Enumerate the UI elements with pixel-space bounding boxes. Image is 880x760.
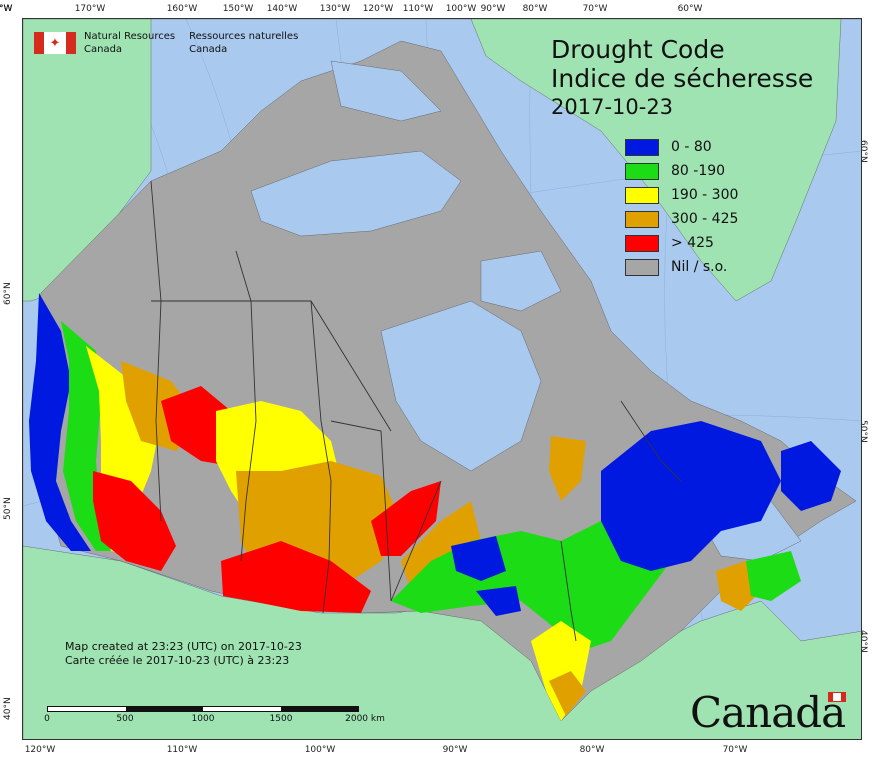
legend-item: > 425 [625,231,738,255]
graticule-label: 90°W [442,745,468,755]
graticule-label: 120°W [24,745,56,755]
graticule-label: 60°W [677,4,703,14]
scale-label: 1500 [269,714,293,724]
legend-item: 190 - 300 [625,183,738,207]
creation-note-french: Carte créée le 2017-10-23 (UTC) à 23:23 [65,654,290,667]
graticule-label: 130°W [319,4,351,14]
graticule-label: 20°W [0,4,13,14]
hudson-bay [380,300,542,472]
graticule-label: 50°N [3,497,13,520]
agency-identifier: ✦ Natural Resources Canada Ressources na… [34,30,312,56]
graticule-label: 30°W [0,4,13,14]
legend-item: 80 -190 [625,159,738,183]
creation-note-english: Map created at 23:23 (UTC) on 2017-10-23 [65,640,302,653]
map-title: Drought Code Indice de sécheresse 2017-1… [551,35,813,122]
scale-label: 0 [44,714,50,724]
graticule-label: 70°W [722,745,748,755]
scale-bar-graphic [47,706,359,712]
legend-item: 0 - 80 [625,135,738,159]
title-french: Indice de sécheresse [551,64,814,93]
legend-label: 0 - 80 [671,139,712,155]
region-ontario-orange-south [549,671,586,716]
graticule-label: 150°W [222,4,254,14]
legend-swatch [625,162,659,180]
scale-label: 1000 [191,714,215,724]
graticule-label: 40°W [0,4,13,14]
legend-item: 300 - 425 [625,207,738,231]
agency-name-french: Ressources naturelles Canada [189,30,298,56]
region-quebec-blue [601,421,781,571]
scale-bar-labels: 0 500 1000 1500 2000 km [44,712,385,726]
agency-fr-line2: Canada [189,44,228,55]
graticule-label: 140°W [266,4,298,14]
graticule-label: 160°W [166,4,198,14]
provincial-borders [150,180,682,642]
agency-en-line2: Canada [84,44,123,55]
arctic-channel [250,150,462,237]
region-ns-green [746,551,801,601]
legend-label: 80 -190 [671,163,726,179]
legend-label: 190 - 300 [671,187,739,203]
scale-label: 500 [116,714,134,724]
legend: 0 - 80 80 -190 190 - 300 300 - 425 > 425 Nil … [625,135,738,279]
creation-note: Map created at 23:23 (UTC) on 2017-10-23… [65,640,302,668]
legend-swatch [625,186,659,204]
region-labrador-blue [781,441,841,511]
map-area [22,18,862,740]
arctic-channel-north [330,60,442,122]
scale-bar: 0 500 1000 1500 2000 km [44,706,385,726]
legend-label: Nil / s.o. [671,259,728,275]
graticule-label: 80°W [579,745,605,755]
title-english: Drought Code [551,35,725,64]
legend-label: > 425 [671,235,714,251]
legend-item: Nil / s.o. [625,255,738,279]
graticule-label: 70°W [582,4,608,14]
graticule-label: 110°W [166,745,198,755]
legend-swatch [625,258,659,276]
foxe-basin [480,250,562,312]
graticule-label: 120°W [362,4,394,14]
legend-swatch [625,138,659,156]
graticule-label: 80°W [522,4,548,14]
region-bc-red [93,471,176,571]
scale-label: 2000 km [345,714,385,724]
graticule-label: 170°W [74,4,106,14]
agency-fr-line1: Ressources naturelles [189,31,299,42]
wordmark-flag-icon [828,692,846,702]
region-ontario-blue-2 [476,586,521,616]
region-mb-orange [401,501,481,591]
region-ontario-blue [451,536,506,581]
region-bc-coast-blue [29,293,91,551]
graticule-label: 60°N [3,282,13,305]
agency-en-line1: Natural Resources [84,31,176,42]
legend-swatch [625,210,659,228]
region-ab-red-north [161,386,231,466]
region-prairie-red [221,541,371,613]
map-date: 2017-10-23 [551,95,674,119]
graticule-label: 40°N [3,697,13,720]
region-hudson-orange [549,436,586,501]
legend-swatch [625,234,659,252]
region-sk-red [371,481,441,556]
map-svg [23,19,861,739]
graticule-label: 50°W [0,4,13,14]
greenland [470,19,842,302]
graticule-label: 110°W [402,4,434,14]
canada-flag-icon: ✦ [34,32,76,54]
graticule-label: 100°W [304,745,336,755]
agency-name-english: Natural Resources Canada [84,30,175,56]
graticule-label: 90°W [480,4,506,14]
graticule-label: 100°W [445,4,477,14]
legend-label: 300 - 425 [671,211,739,227]
canada-wordmark: Canada [690,688,846,737]
